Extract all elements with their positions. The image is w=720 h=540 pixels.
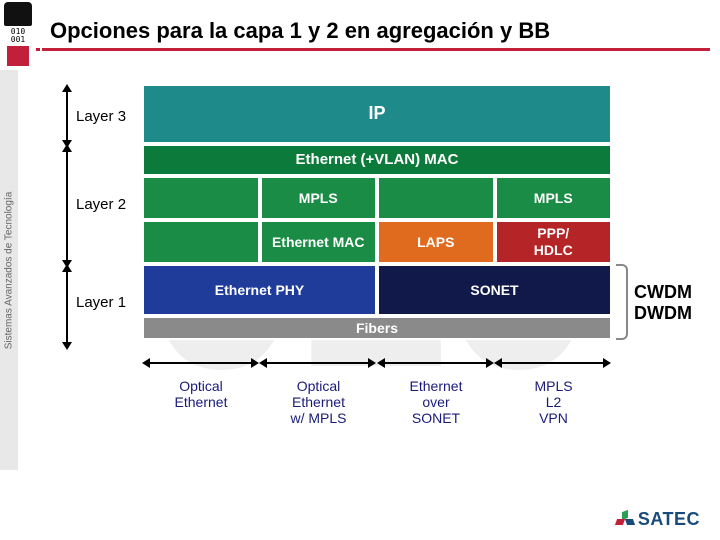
band-laps: LAPS (377, 220, 495, 264)
label-layer2: Layer 2 (76, 196, 126, 213)
band-blank-3 (142, 220, 260, 264)
label-layer3: Layer 3 (76, 108, 126, 125)
sidebar-text: Sistemas Avanzados de Tecnología (0, 70, 18, 470)
arrow-layer1 (66, 270, 68, 344)
title-underline (36, 48, 710, 51)
band-eth-mac: Ethernet MAC (260, 220, 378, 264)
label-layer1: Layer 1 (76, 294, 126, 311)
band-ip: IP (142, 84, 612, 144)
col-label-3: Ethernet over SONET (377, 378, 495, 426)
band-mpls-right: MPLS (495, 176, 613, 220)
band-eth-vlan-mac: Ethernet (+VLAN) MAC (142, 144, 612, 176)
h-arrow-1 (148, 362, 253, 364)
logo-square (7, 46, 29, 66)
band-blank-1 (142, 176, 260, 220)
band-mpls-left: MPLS (260, 176, 378, 220)
footer-logo: SATEC (616, 509, 700, 530)
col-label-2: Optical Ethernet w/ MPLS (260, 378, 378, 426)
col-label-4: MPLS L2 VPN (495, 378, 613, 426)
band-blank-2 (377, 176, 495, 220)
sidebar: 010001 Sistemas Avanzados de Tecnología (0, 0, 34, 540)
h-arrow-3 (383, 362, 488, 364)
col-label-1: Optical Ethernet (142, 378, 260, 410)
layer-diagram: Layer 3 Layer 2 Layer 1 IP Ethernet (+VL… (60, 84, 700, 504)
hand-icon (4, 2, 32, 26)
page-title: Opciones para la capa 1 y 2 en agregació… (50, 18, 550, 44)
logo-bits: 010001 (2, 28, 34, 44)
arrow-layer3 (66, 90, 68, 142)
brand-logo: 010001 (2, 2, 34, 60)
satec-icon (616, 511, 634, 529)
band-eth-phy: Ethernet PHY (142, 264, 377, 316)
h-arrow-2 (265, 362, 370, 364)
h-arrow-4 (500, 362, 605, 364)
band-fibers: Fibers (142, 316, 612, 340)
right-brace (616, 264, 628, 340)
band-ppp-hdlc: PPP/ HDLC (495, 220, 613, 264)
arrow-layer2 (66, 150, 68, 262)
band-sonet: SONET (377, 264, 612, 316)
cwdm-dwdm-label: CWDM DWDM (634, 282, 692, 324)
footer-brand-text: SATEC (638, 509, 700, 530)
